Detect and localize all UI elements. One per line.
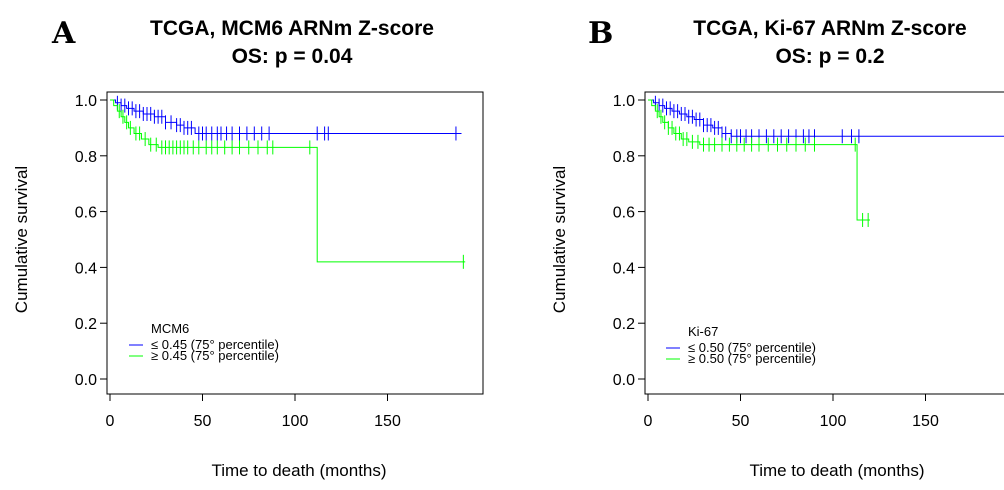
y-tick-label: 0.4 xyxy=(613,260,635,277)
legend: Ki-67≤ 0.50 (75° percentile)≥ 0.50 (75° … xyxy=(666,324,816,366)
survival-curve-1 xyxy=(648,99,1004,137)
y-tick-label: 0.0 xyxy=(613,372,635,389)
legend-entry: ≤ 0.45 (75° percentile) xyxy=(151,337,279,352)
chart-panel-b: B TCGA, Ki-67 ARNm Z-score OS: p = 0.2 0.0 0… xyxy=(550,16,1004,480)
survival-curve-2 xyxy=(110,99,466,263)
chart-subtitle: OS: p = 0.04 xyxy=(232,45,353,68)
chart-panel-a: A TCGA, MCM6 ARNm Z-score OS: p = 0.04 0.0 0… xyxy=(12,16,484,480)
survival-curve-2 xyxy=(648,99,870,221)
chart-title: TCGA, Ki-67 ARNm Z-score xyxy=(693,17,966,40)
x-tick-label: 50 xyxy=(194,413,212,430)
x-tick-label: 100 xyxy=(282,413,309,430)
legend-title: Ki-67 xyxy=(688,324,718,339)
x-tick-label: 150 xyxy=(912,413,939,430)
x-axis-label: Time to death (months) xyxy=(211,461,386,480)
y-tick-label: 0.2 xyxy=(75,316,97,333)
legend-title: MCM6 xyxy=(151,321,189,336)
y-tick-label: 0.6 xyxy=(613,205,635,222)
x-tick-label: 50 xyxy=(732,413,750,430)
x-tick-label: 150 xyxy=(374,413,401,430)
chart-subtitle: OS: p = 0.2 xyxy=(775,45,884,68)
y-tick-label: 0.0 xyxy=(75,372,97,389)
panel-letter: B xyxy=(588,16,613,51)
y-axis-label: Cumulative survival xyxy=(12,166,31,313)
x-tick-label: 100 xyxy=(820,413,847,430)
y-tick-label: 0.4 xyxy=(75,260,97,277)
legend-entry: ≥ 0.45 (75° percentile) xyxy=(151,348,279,363)
y-axis-label: Cumulative survival xyxy=(550,166,569,313)
y-tick-label: 0.8 xyxy=(613,149,635,166)
survival-curve-1 xyxy=(110,99,462,134)
y-tick-label: 1.0 xyxy=(613,93,635,110)
y-tick-label: 1.0 xyxy=(75,93,97,110)
x-tick-label: 0 xyxy=(644,413,653,430)
chart-title: TCGA, MCM6 ARNm Z-score xyxy=(150,17,434,40)
legend: MCM6≤ 0.45 (75° percentile)≥ 0.45 (75° p… xyxy=(129,321,279,363)
y-tick-label: 0.8 xyxy=(75,149,97,166)
y-tick-label: 0.2 xyxy=(613,316,635,333)
legend-entry: ≤ 0.50 (75° percentile) xyxy=(688,340,816,355)
y-tick-label: 0.6 xyxy=(75,205,97,222)
x-tick-label: 0 xyxy=(106,413,115,430)
x-axis-label: Time to death (months) xyxy=(749,461,924,480)
legend-entry: ≥ 0.50 (75° percentile) xyxy=(688,351,816,366)
panel-letter: A xyxy=(51,16,76,51)
